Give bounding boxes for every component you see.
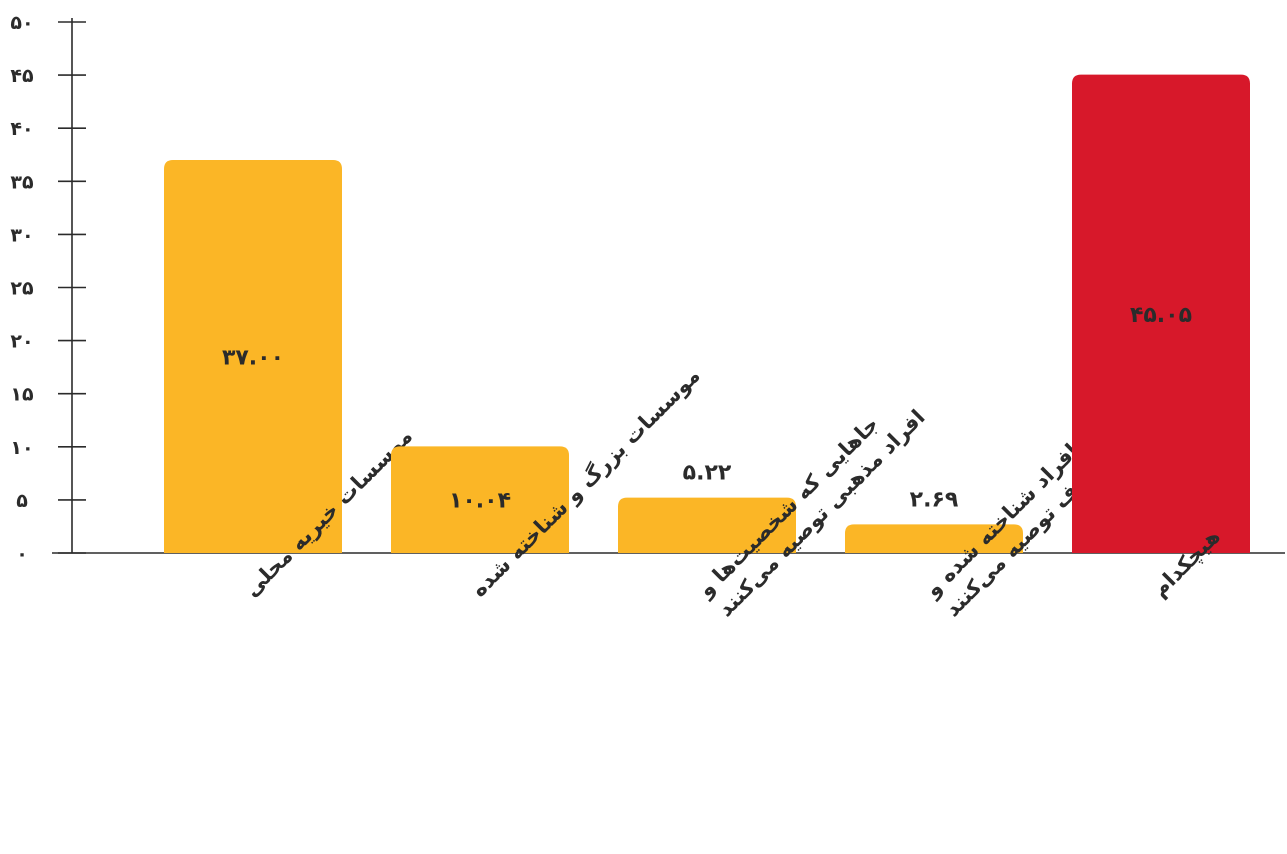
y-tick-label: ۳۰	[10, 224, 33, 246]
y-tick-label: ۲۰	[10, 331, 33, 353]
y-tick-label: ۴۰	[10, 118, 33, 140]
data-label: ۱۰.۰۴	[449, 489, 511, 514]
y-tick-label: ۲۵	[10, 278, 34, 300]
bar	[391, 446, 569, 553]
bar	[845, 524, 1023, 553]
data-label: ۵.۲۲	[683, 461, 732, 486]
bar	[618, 497, 796, 553]
y-tick-label: ۵	[16, 490, 28, 512]
y-tick-label: ۰	[16, 543, 28, 565]
data-label: ۳۷.۰۰	[222, 346, 284, 371]
bar	[1072, 74, 1250, 553]
y-tick-label: ۱۰	[10, 437, 33, 459]
y-tick-label: ۵۰	[10, 12, 33, 34]
bar	[164, 160, 342, 553]
y-tick-label: ۴۵	[10, 65, 34, 87]
data-label: ۴۵.۰۵	[1130, 303, 1192, 328]
y-tick-label: ۳۵	[10, 171, 34, 193]
y-tick-label: ۱۵	[10, 384, 34, 406]
data-label: ۲.۶۹	[910, 487, 959, 512]
